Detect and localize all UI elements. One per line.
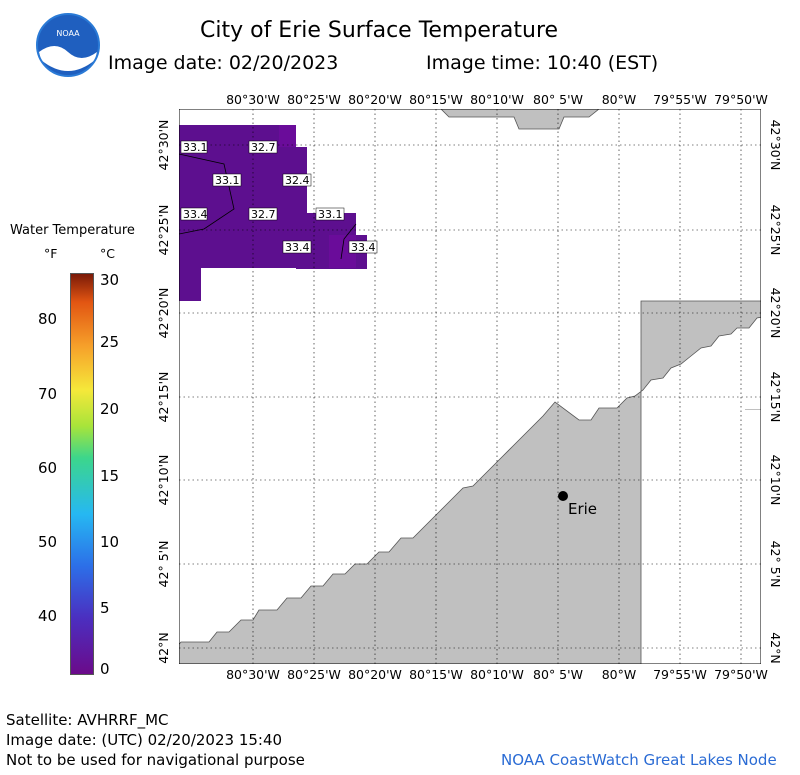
legend-c-tick: 0 bbox=[100, 660, 110, 678]
temperature-labels: 33.1 32.7 33.1 32.4 33.4 32.7 33.1 33.4 … bbox=[180, 140, 378, 254]
temp-label: 32.4 bbox=[285, 174, 310, 187]
temp-label: 33.1 bbox=[215, 174, 240, 187]
lat-label-left: 42°25'N bbox=[156, 204, 171, 256]
city-label: Erie bbox=[568, 500, 597, 518]
lat-label-right: 42°30'N bbox=[768, 119, 783, 171]
lon-label-top: 80°10'W bbox=[470, 92, 524, 107]
land-north bbox=[440, 109, 600, 130]
image-date: Image date: 02/20/2023 bbox=[108, 52, 339, 74]
lon-label-bottom: 80°10'W bbox=[470, 667, 524, 682]
lon-label-bottom: 79°55'W bbox=[653, 667, 707, 682]
legend-c-tick: 20 bbox=[100, 400, 120, 418]
isotherm-line bbox=[340, 223, 357, 260]
isotherm-line bbox=[179, 153, 235, 235]
logo-text: NOAA bbox=[56, 29, 80, 38]
lat-label-right: 42°N bbox=[768, 632, 783, 664]
lat-label-right: 42°10'N bbox=[768, 454, 783, 506]
lon-label-bottom: 80°W bbox=[601, 667, 637, 682]
lat-label-left: 42°30'N bbox=[156, 119, 171, 171]
temp-label: 33.1 bbox=[318, 208, 343, 221]
source-credit: NOAA CoastWatch Great Lakes Node bbox=[501, 751, 777, 769]
legend-c-tick: 30 bbox=[100, 271, 120, 289]
erie-marker bbox=[558, 491, 568, 501]
map-panel: 33.1 32.7 33.1 32.4 33.4 32.7 33.1 33.4 … bbox=[179, 109, 761, 664]
legend-unit-c: °C bbox=[100, 246, 115, 261]
legend-unit-f: °F bbox=[44, 246, 58, 261]
legend-f-tick: 70 bbox=[38, 385, 58, 403]
lon-label-top: 80°30'W bbox=[226, 92, 280, 107]
temp-label: 33.1 bbox=[183, 141, 208, 154]
satellite-label: Satellite: AVHRRF_MC bbox=[6, 711, 169, 729]
page-title: City of Erie Surface Temperature bbox=[200, 18, 559, 43]
legend-c-tick: 15 bbox=[100, 467, 120, 485]
lat-label-left: 42°20'N bbox=[156, 287, 171, 339]
lon-label-top: 80°15'W bbox=[409, 92, 463, 107]
disclaimer: Not to be used for navigational purpose bbox=[6, 751, 305, 769]
lat-label-right: 42°15'N bbox=[768, 371, 783, 423]
temp-label: 33.4 bbox=[285, 241, 310, 254]
temp-label: 33.4 bbox=[183, 208, 208, 221]
lon-label-top: 79°50'W bbox=[714, 92, 768, 107]
image-time: Image time: 10:40 (EST) bbox=[426, 52, 659, 74]
lat-label-left: 42° 5'N bbox=[156, 540, 171, 588]
lon-label-bottom: 80°30'W bbox=[226, 667, 280, 682]
color-scale-bar bbox=[70, 273, 94, 675]
legend-c-tick: 10 bbox=[100, 533, 120, 551]
lat-label-right: 42°25'N bbox=[768, 204, 783, 256]
lat-label-left: 42°10'N bbox=[156, 454, 171, 506]
lon-label-top: 80°W bbox=[601, 92, 637, 107]
legend-f-tick: 60 bbox=[38, 459, 58, 477]
lat-label-left: 42°15'N bbox=[156, 371, 171, 423]
noaa-logo: NOAA bbox=[36, 13, 100, 77]
lon-label-top: 80°25'W bbox=[287, 92, 341, 107]
legend-f-tick: 40 bbox=[38, 607, 58, 625]
temp-label: 32.7 bbox=[251, 208, 276, 221]
legend-title: Water Temperature bbox=[10, 223, 135, 238]
legend-c-tick: 25 bbox=[100, 333, 120, 351]
lat-label-right: 42°20'N bbox=[768, 287, 783, 339]
lat-label-left: 42°N bbox=[156, 632, 171, 664]
legend-f-tick: 50 bbox=[38, 533, 58, 551]
lon-label-bottom: 80°25'W bbox=[287, 667, 341, 682]
lat-label-right: 42° 5'N bbox=[768, 540, 783, 588]
lon-label-top: 79°55'W bbox=[653, 92, 707, 107]
lon-label-top: 80°20'W bbox=[348, 92, 402, 107]
legend-c-tick: 5 bbox=[100, 599, 110, 617]
lon-label-bottom: 80° 5'W bbox=[533, 667, 583, 682]
temp-label: 33.4 bbox=[351, 241, 376, 254]
temp-label: 32.7 bbox=[251, 141, 276, 154]
legend-f-tick: 80 bbox=[38, 310, 58, 328]
land-south bbox=[179, 300, 761, 664]
lon-label-bottom: 80°20'W bbox=[348, 667, 402, 682]
lon-label-bottom: 80°15'W bbox=[409, 667, 463, 682]
lon-label-bottom: 79°50'W bbox=[714, 667, 768, 682]
utc-date-label: Image date: (UTC) 02/20/2023 15:40 bbox=[6, 731, 283, 749]
lon-label-top: 80° 5'W bbox=[533, 92, 583, 107]
